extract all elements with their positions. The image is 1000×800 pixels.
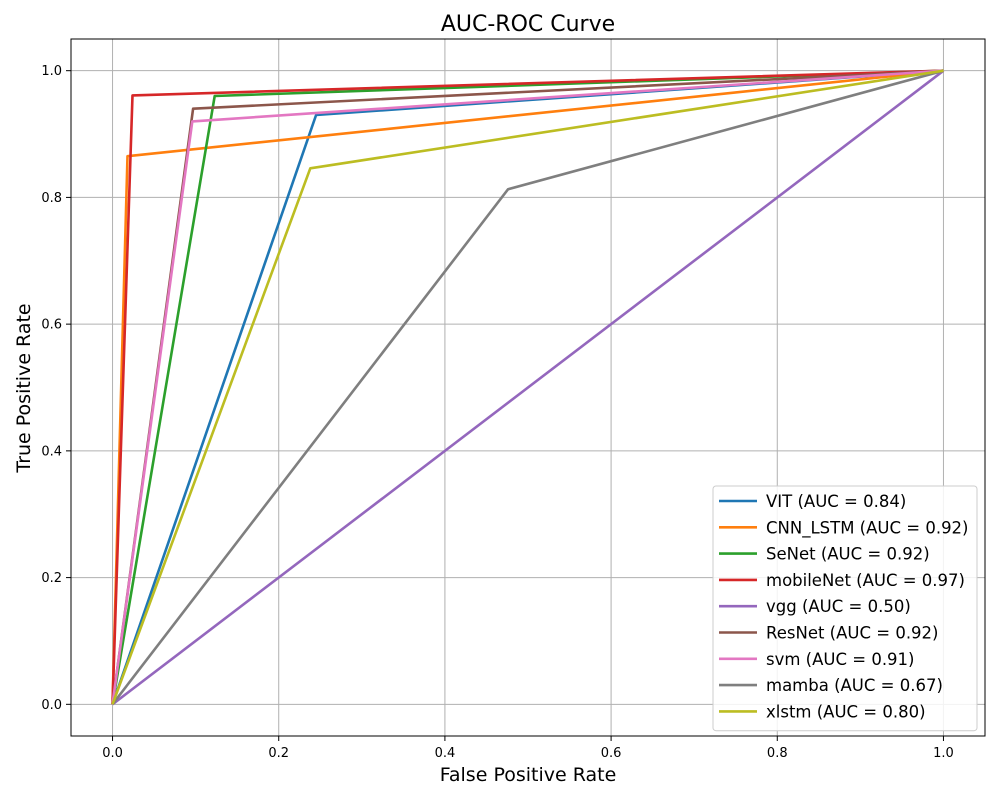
legend-entry-label: vgg (AUC = 0.50) [766,597,911,616]
x-tick-label: 0.0 [102,746,123,761]
legend: VIT (AUC = 0.84) CNN_LSTM (AUC = 0.92) SeN… [712,485,978,732]
grid [71,39,985,736]
legend-entry-label: svm (AUC = 0.91) [766,650,915,669]
x-tick-label: 0.8 [767,746,788,761]
axis-ticks: 0.0 0.2 0.4 0.6 0.8 1.0 0.0 0.2 0.4 0.6 0.8 1.0 [41,64,953,761]
legend-entry-label: CNN_LSTM (AUC = 0.92) [766,518,969,538]
series-line-4 [111,69,945,706]
chart-title: AUC-ROC Curve [441,12,615,37]
series-line-8 [111,69,944,705]
x-tick-label: 0.2 [268,746,289,761]
y-tick-label: 0.6 [41,318,62,333]
series-line-7 [111,69,944,706]
x-axis-label: False Positive Rate [440,764,617,786]
y-tick-label: 1.0 [41,64,62,79]
legend-entry-label: mamba (AUC = 0.67) [766,676,943,695]
x-tick-label: 0.4 [435,746,456,761]
x-tick-label: 0.6 [601,746,622,761]
legend-entry-label: xlstm (AUC = 0.80) [766,702,926,721]
legend-entry-label: ResNet (AUC = 0.92) [766,624,939,643]
series-lines [111,69,945,706]
plot-frame [70,38,986,737]
y-tick-label: 0.2 [41,571,62,586]
y-tick-label: 0.8 [41,191,62,206]
series-line-3 [111,69,944,705]
legend-entry-label: SeNet (AUC = 0.92) [766,545,930,564]
legend-entry-label: mobileNet (AUC = 0.97) [766,571,965,590]
y-tick-label: 0.0 [41,698,62,713]
y-tick-label: 0.4 [41,444,62,459]
legend-box [712,485,978,732]
legend-entry-label: VIT (AUC = 0.84) [766,492,906,511]
x-tick-label: 1.0 [933,746,954,761]
y-axis-label: True Positive Rate [13,303,35,473]
series-line-6 [111,69,944,705]
